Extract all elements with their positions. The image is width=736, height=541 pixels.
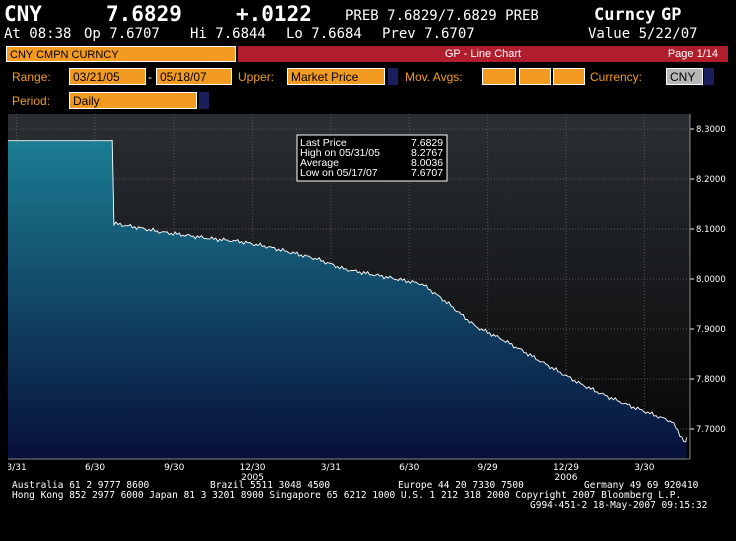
currency-dropdown[interactable]: [704, 68, 714, 85]
footer-germany: Germany 49 69 920410: [584, 480, 699, 491]
y-tick-label: 8.3000: [696, 125, 726, 135]
range-end-field[interactable]: 05/18/07: [156, 68, 232, 85]
legend-value-high: 8.2767: [411, 147, 443, 159]
currency-field[interactable]: CNY: [666, 68, 703, 85]
line-chart: 7.7000 7.8000 7.9000 8.0000 8.1000 8.2000 8.30…: [8, 114, 726, 481]
low-price: Lo 7.6684: [286, 26, 362, 42]
period-label: Period:: [12, 94, 51, 108]
upper-dropdown[interactable]: [388, 68, 398, 85]
x-tick-label: 9/30: [164, 463, 184, 473]
x-tick-label: 6/30: [399, 463, 419, 473]
y-tick-label: 8.2000: [696, 175, 726, 185]
page-indicator[interactable]: Page 1/14: [667, 48, 718, 60]
y-tick-label: 8.0000: [696, 275, 726, 285]
quote-header: CNY 7.6829 +.0122 PREB 7.6829/7.6829 PRE…: [4, 2, 734, 28]
legend-frame: [296, 134, 448, 182]
legend-label-last: Last Price: [300, 137, 347, 149]
y-tick-label: 7.8000: [696, 375, 726, 385]
range-start-field[interactable]: 03/21/05: [69, 68, 146, 85]
price-area: [8, 140, 687, 459]
last-price: 7.6829: [106, 2, 182, 26]
legend-label-low: Low on 05/17/07: [300, 167, 378, 179]
security-field[interactable]: CNY CMPN CURNCY: [6, 46, 236, 62]
x-year-label: 2006: [555, 473, 578, 481]
value-date: Value 5/22/07: [588, 26, 698, 42]
x-tick-label: 6/30: [85, 463, 105, 473]
footer-brazil: Brazil 5511 3048 4500: [210, 480, 331, 491]
x-tick-label: 12/29: [553, 463, 579, 473]
price-change: +.0122: [236, 2, 312, 26]
chart-function-title: GP - Line Chart: [444, 48, 522, 60]
footer-id-timestamp: G994-451-2 18-May-2007 09:15:32: [530, 500, 708, 511]
preb-quote: PREB 7.6829/7.6829 PREB: [345, 8, 539, 24]
upper-study-field[interactable]: Market Price: [287, 68, 385, 85]
footer: Australia 61 2 9777 8600 Brazil 5511 304…: [12, 481, 732, 511]
open-price: Op 7.6707: [84, 26, 160, 42]
y-tick-label: 7.7000: [696, 425, 726, 435]
x-year-label: 2005: [241, 473, 264, 481]
quote-details: At 08:38 Op 7.6707 Hi 7.6844 Lo 7.6684 P…: [4, 26, 734, 44]
footer-australia: Australia 61 2 9777 8600: [12, 480, 150, 491]
legend-value-last: 7.6829: [411, 137, 443, 149]
y-tick-label: 8.1000: [696, 225, 726, 235]
footer-contacts: Hong Kong 852 2977 6000 Japan 81 3 3201 …: [12, 490, 682, 501]
range-separator: -: [148, 70, 152, 84]
high-price: Hi 7.6844: [190, 26, 266, 42]
quote-time: At 08:38: [4, 26, 72, 42]
x-tick-label: 12/30: [240, 463, 266, 473]
x-tick-label: 9/29: [478, 463, 498, 473]
period-field[interactable]: Daily: [69, 92, 197, 109]
function-code: GP: [661, 5, 682, 25]
mov-avg-3-field[interactable]: [553, 68, 585, 85]
currency-label: Currency:: [590, 70, 643, 84]
range-label: Range:: [12, 70, 51, 84]
legend-label-average: Average: [300, 157, 339, 169]
footer-europe: Europe 44 20 7330 7500: [398, 480, 524, 491]
x-tick-label: 3/31: [8, 463, 27, 473]
function-bar: GP - Line Chart Page 1/14: [238, 46, 728, 62]
prev-price: Prev 7.6707: [382, 26, 475, 42]
upper-label: Upper:: [238, 70, 275, 84]
chart-legend: Last Price 7.6829 High on 05/31/05 8.276…: [296, 134, 448, 182]
ticker: CNY: [4, 2, 42, 26]
x-tick-label: 3/30: [634, 463, 654, 473]
mov-avg-2-field[interactable]: [519, 68, 551, 85]
legend-value-low: 7.6707: [411, 167, 443, 179]
period-dropdown[interactable]: [199, 92, 209, 109]
mov-avg-1-field[interactable]: [482, 68, 516, 85]
market-sector: Curncy: [594, 5, 656, 25]
y-tick-label: 7.9000: [696, 325, 726, 335]
legend-value-average: 8.0036: [411, 157, 443, 169]
mov-avgs-label: Mov. Avgs:: [405, 70, 463, 84]
price-line: [8, 140, 688, 443]
legend-label-high: High on 05/31/05: [300, 147, 380, 159]
x-tick-label: 3/31: [321, 463, 341, 473]
